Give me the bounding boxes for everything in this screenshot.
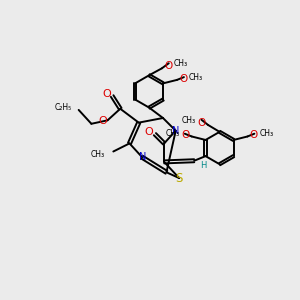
Text: O: O (98, 116, 107, 127)
Text: O: O (164, 61, 172, 71)
Text: CH₃: CH₃ (174, 59, 188, 68)
Text: O: O (181, 130, 189, 140)
Text: CH₃: CH₃ (91, 151, 105, 160)
Text: O: O (250, 130, 258, 140)
Text: CH₃: CH₃ (260, 129, 274, 138)
Text: N: N (172, 126, 179, 136)
Text: O: O (197, 118, 205, 128)
Text: N: N (139, 152, 146, 162)
Text: CH₃: CH₃ (189, 73, 203, 82)
Text: C₂H₅: C₂H₅ (55, 103, 72, 112)
Text: S: S (176, 172, 183, 184)
Text: O: O (179, 74, 188, 84)
Text: O: O (144, 127, 153, 137)
Text: CH₃: CH₃ (181, 116, 195, 125)
Text: CH₃: CH₃ (166, 129, 180, 138)
Text: H: H (200, 161, 207, 170)
Text: O: O (103, 89, 112, 99)
